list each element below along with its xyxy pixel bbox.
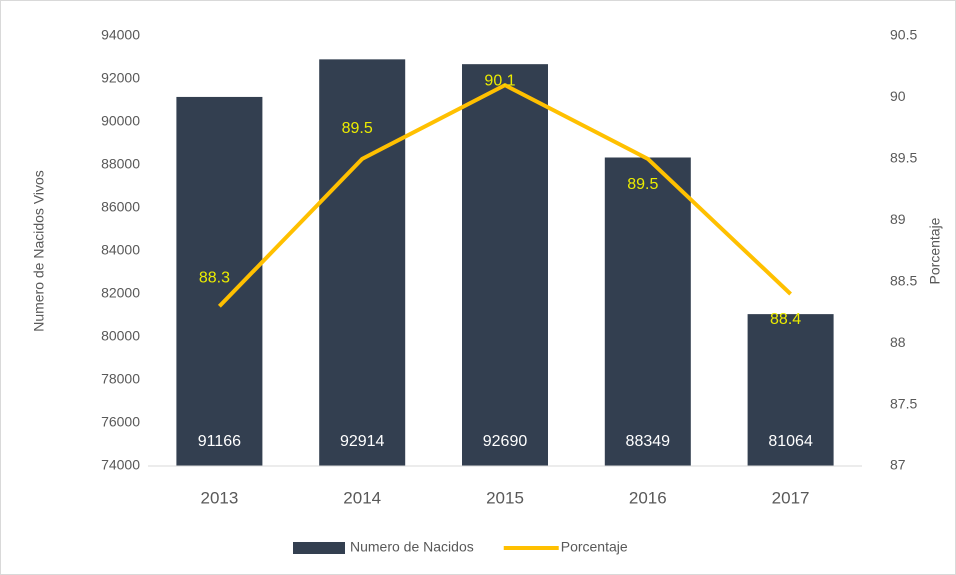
y2-tick-label: 90 (890, 88, 906, 104)
bar (176, 96, 263, 466)
y-axis-title: Numero de Nacidos Vivos (31, 170, 47, 332)
bar-value-label: 88349 (626, 433, 671, 450)
line-series (217, 83, 792, 308)
legend-label: Porcentaje (561, 539, 628, 555)
bar (604, 157, 691, 466)
y-tick-label: 76000 (101, 414, 140, 430)
x-tick-label: 2017 (772, 488, 810, 507)
bar-value-label: 91166 (198, 433, 241, 450)
y2-tick-label: 90.5 (890, 27, 917, 43)
y-tick-label: 78000 (101, 371, 140, 387)
line-value-label: 88.4 (770, 311, 801, 328)
line-value-label: 90.1 (484, 72, 515, 89)
bar (319, 59, 406, 466)
y2-tick-label: 87.5 (890, 395, 917, 411)
legend-swatch (293, 542, 345, 554)
line-value-label: 89.5 (627, 176, 658, 193)
legend-label: Numero de Nacidos (350, 539, 474, 555)
bar (462, 64, 548, 466)
y2-axis-title: Porcentaje (927, 217, 943, 284)
y-tick-label: 80000 (101, 328, 140, 344)
y-tick-label: 92000 (101, 70, 140, 86)
y-tick-label: 94000 (101, 27, 140, 43)
x-tick-label: 2014 (343, 488, 381, 507)
y-tick-label: 88000 (101, 156, 140, 172)
x-tick-label: 2015 (486, 488, 524, 507)
y-tick-label: 82000 (101, 285, 140, 301)
y-tick-label: 86000 (101, 199, 140, 215)
y2-tick-label: 89 (890, 211, 906, 227)
bar-value-label: 81064 (768, 433, 813, 450)
y2-tick-label: 88.5 (890, 272, 917, 288)
bar-value-label: 92690 (483, 433, 528, 450)
x-tick-label: 2013 (200, 488, 238, 507)
x-tick-label: 2016 (629, 488, 667, 507)
y2-tick-label: 89.5 (890, 150, 917, 166)
y-tick-label: 74000 (101, 457, 140, 473)
bar (747, 314, 834, 466)
line-value-label: 89.5 (342, 120, 373, 137)
line-value-label: 88.3 (199, 270, 230, 287)
bar-value-label: 92914 (340, 433, 385, 450)
y-tick-label: 84000 (101, 242, 140, 258)
y-tick-label: 90000 (101, 113, 140, 129)
y2-tick-label: 88 (890, 334, 906, 350)
y2-tick-label: 87 (890, 457, 906, 473)
